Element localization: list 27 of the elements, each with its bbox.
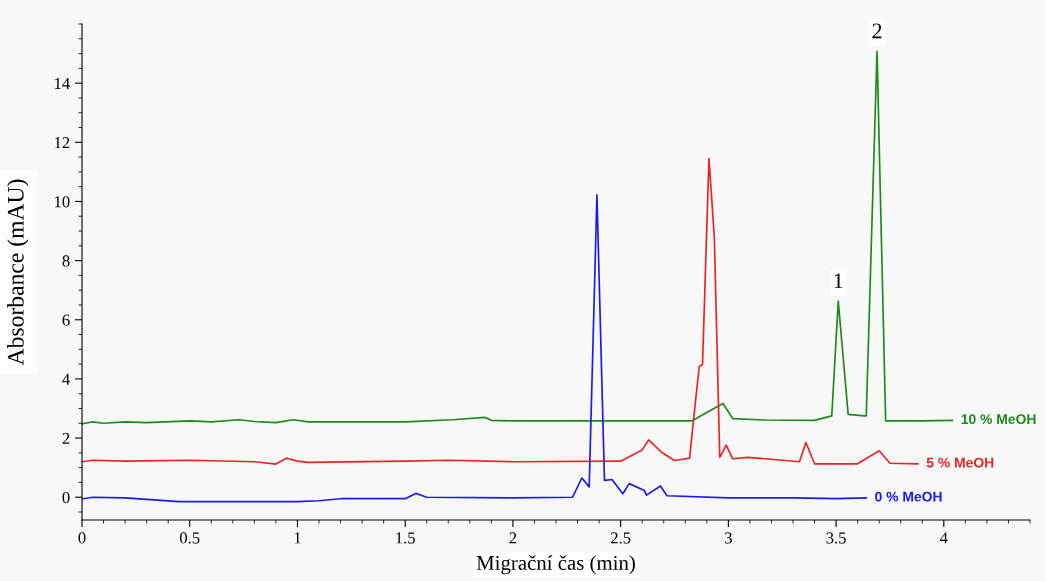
x-tick-label: 1.5 [396, 532, 415, 544]
y-tick-label: 12 [54, 137, 70, 149]
x-tick-label: 2 [509, 532, 517, 544]
y-tick-label: 2 [62, 432, 70, 444]
x-tick-label: 3.5 [826, 532, 846, 544]
y-tick-label: 0 [62, 491, 70, 504]
x-axis-title: Migrační čas (min) [476, 555, 635, 575]
y-tick-label: 10 [54, 196, 70, 208]
line-series [82, 50, 954, 425]
annotation: 2 [872, 23, 882, 39]
y-tick-label: 4 [62, 373, 70, 385]
x-tick-label: 1 [294, 532, 301, 544]
x-tick-label: 0 [78, 532, 86, 544]
x-tick-label: 3 [724, 532, 732, 544]
y-axis-title: Absorbance (mAU) [7, 179, 29, 366]
annotation: 1 [834, 273, 843, 289]
series-label: 10 % MeOH [961, 414, 1036, 425]
y-tick-label: 14 [54, 77, 70, 89]
series-label: 5 % MeOH [926, 457, 994, 468]
y-tick-label: 6 [62, 314, 70, 326]
x-tick-label: 2.5 [610, 532, 631, 544]
x-tick-label: 0.5 [179, 532, 200, 544]
x-tick-label: 4 [939, 532, 948, 544]
line-series [82, 157, 919, 465]
series-label: 0 % MeOH [875, 491, 942, 502]
line-series [82, 194, 868, 503]
y-tick-label: 8 [62, 255, 70, 267]
